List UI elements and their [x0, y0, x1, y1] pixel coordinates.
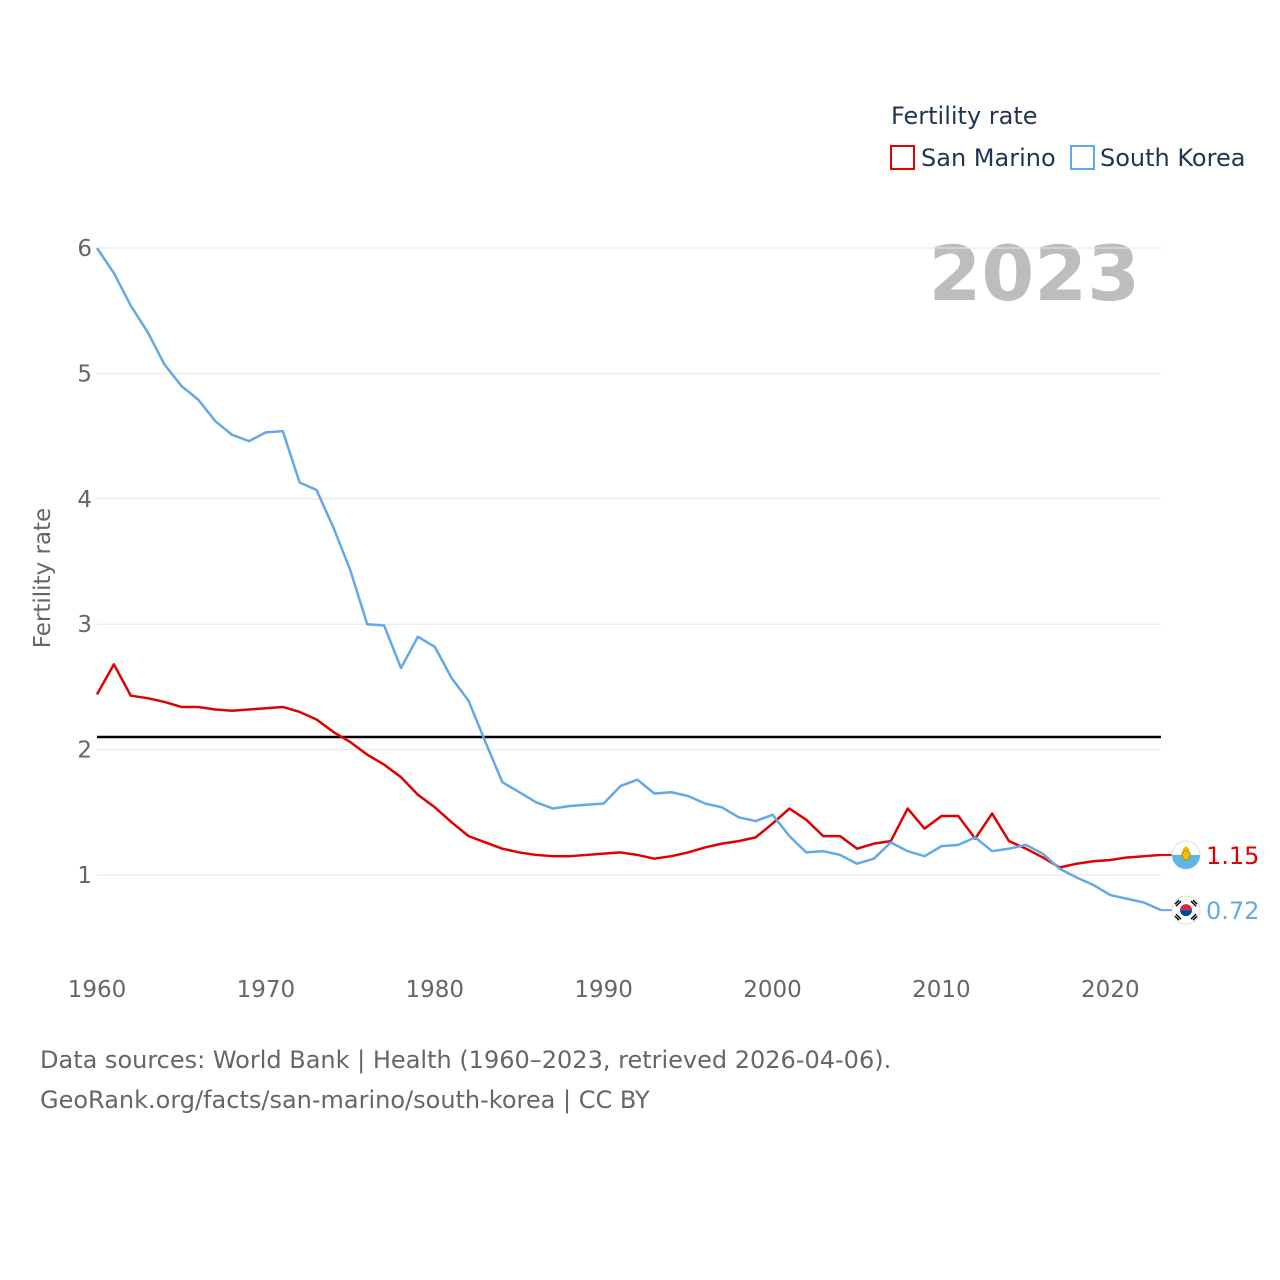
x-tick-label-2020: 2020	[1081, 977, 1140, 1003]
series-lines	[95, 247, 1162, 912]
source-line-1: Data sources: World Bank | Health (1960–…	[40, 1046, 891, 1074]
south-korea-flag-icon	[1171, 895, 1201, 925]
series-line-south-korea	[95, 247, 1162, 912]
y-tick-label-3: 3	[77, 612, 92, 638]
series-line-san-marino	[95, 663, 1162, 869]
x-tick-label-1980: 1980	[406, 977, 465, 1003]
legend-swatch-south-korea	[1070, 145, 1095, 170]
y-tick-label-4: 4	[77, 487, 92, 513]
san-marino-flag-icon	[1171, 840, 1201, 870]
legend-item-south-korea[interactable]: South Korea	[1070, 144, 1245, 172]
y-tick-label-6: 6	[77, 236, 92, 262]
y-tick-label-5: 5	[77, 361, 92, 387]
x-tick-label-1960: 1960	[68, 977, 127, 1003]
legend-title: Fertility rate	[891, 102, 1038, 130]
end-markers	[1161, 853, 1172, 912]
legend-label-san-marino: San Marino	[921, 144, 1056, 172]
y-axis-ticks: 1 2 3 4 5 6	[77, 236, 92, 889]
legend-swatch-san-marino	[890, 145, 915, 170]
end-value-south-korea: 0.72	[1206, 897, 1259, 925]
year-label: 2023	[928, 229, 1140, 318]
x-tick-label-1990: 1990	[574, 977, 633, 1003]
y-axis-label: Fertility rate	[30, 508, 56, 648]
x-axis-ticks: 1960 1970 1980 1990 2000 2010 2020	[68, 977, 1140, 1003]
x-tick-label-1970: 1970	[237, 977, 296, 1003]
gridlines	[97, 247, 1161, 876]
legend-item-san-marino[interactable]: San Marino	[890, 144, 1056, 172]
x-tick-label-2010: 2010	[912, 977, 971, 1003]
y-tick-label-2: 2	[77, 738, 92, 764]
source-line-2[interactable]: GeoRank.org/facts/san-marino/south-korea…	[40, 1086, 650, 1114]
legend-label-south-korea: South Korea	[1100, 144, 1245, 172]
y-tick-label-1: 1	[77, 863, 92, 889]
end-value-san-marino: 1.15	[1206, 842, 1259, 870]
x-tick-label-2000: 2000	[743, 977, 802, 1003]
